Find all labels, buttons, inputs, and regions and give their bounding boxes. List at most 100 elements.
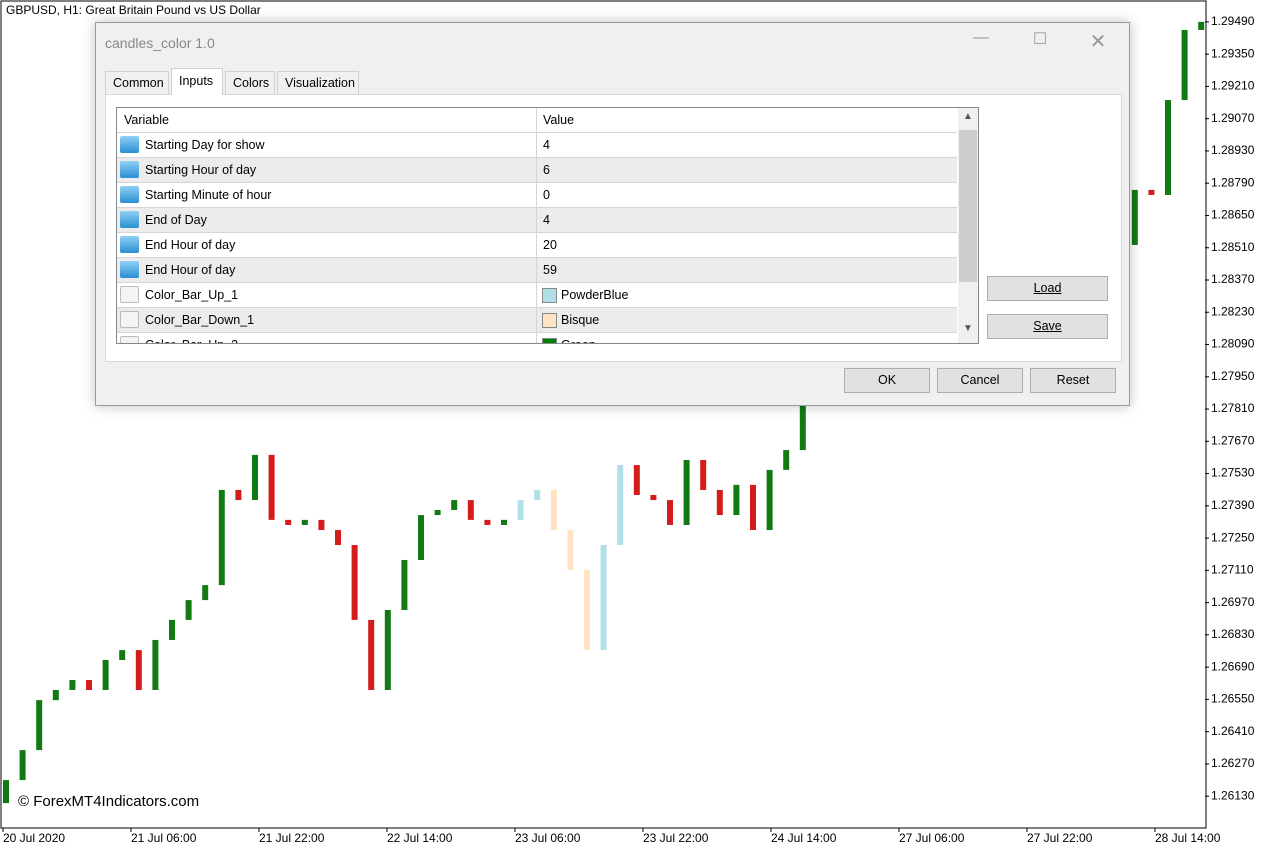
table-row[interactable]: End Hour of day 20: [117, 233, 957, 258]
candle: [733, 484, 740, 516]
value-cell: 59: [543, 263, 557, 277]
table-row[interactable]: Starting Day for show 4: [117, 133, 957, 158]
table-row[interactable]: Starting Minute of hour 0: [117, 183, 957, 208]
candle: [1148, 189, 1155, 195]
side-button[interactable]: Load: [987, 276, 1108, 301]
candle: [584, 569, 590, 651]
candle: [667, 500, 673, 525]
footer-button[interactable]: OK: [844, 368, 930, 393]
variable-cell: Starting Hour of day: [145, 163, 257, 177]
y-tick-label: 1.29490: [1211, 14, 1255, 28]
table-row[interactable]: Starting Hour of day 6: [117, 158, 957, 183]
value-cell: 4: [543, 138, 550, 152]
variable-cell: Color_Bar_Up_2: [145, 333, 238, 343]
minimize-button[interactable]: —: [973, 29, 989, 46]
candle: [3, 780, 9, 804]
y-tick-label: 1.26130: [1211, 788, 1255, 802]
candle: [52, 689, 59, 701]
candle: [102, 660, 109, 690]
candle: [69, 680, 76, 690]
table-row[interactable]: Color_Bar_Down_1 Bisque: [117, 308, 957, 333]
y-tick-label: 1.28510: [1211, 240, 1255, 254]
row-icon: [120, 186, 139, 203]
y-tick-label: 1.26830: [1211, 627, 1255, 641]
scroll-thumb[interactable]: [959, 130, 977, 282]
y-tick-label: 1.27250: [1211, 530, 1255, 544]
row-icon: [120, 136, 139, 153]
variable-cell: End Hour of day: [145, 263, 236, 277]
y-tick-label: 1.28370: [1211, 272, 1255, 286]
color-swatch: [542, 313, 557, 328]
inputs-table: Variable Value Starting Day for show 4 Sta…: [116, 107, 979, 344]
candle: [384, 609, 391, 690]
y-tick-label: 1.29350: [1211, 46, 1255, 60]
close-button[interactable]: ✕: [1089, 31, 1107, 53]
dialog-title: candles_color 1.0: [105, 35, 215, 51]
candle: [252, 454, 258, 501]
candle: [501, 519, 507, 525]
value-cell: Green: [561, 333, 596, 343]
footer-button[interactable]: Reset: [1030, 368, 1116, 393]
candle: [750, 484, 756, 531]
candle: [301, 519, 308, 525]
candle: [86, 680, 92, 690]
x-tick-label: 27 Jul 06:00: [899, 831, 965, 845]
footer-button[interactable]: Cancel: [937, 368, 1023, 393]
candle: [766, 469, 773, 531]
y-tick-label: 1.27810: [1211, 401, 1255, 415]
candle: [1198, 21, 1205, 30]
x-tick-label: 23 Jul 22:00: [643, 831, 709, 845]
x-tick-label: 21 Jul 06:00: [131, 831, 197, 845]
tab[interactable]: Visualization: [277, 71, 359, 94]
table-row[interactable]: End Hour of day 59: [117, 258, 957, 283]
candle: [351, 545, 358, 620]
candle: [451, 500, 458, 510]
table-row[interactable]: End of Day 4: [117, 208, 957, 233]
y-tick-label: 1.27110: [1211, 563, 1254, 577]
row-icon: [120, 261, 139, 278]
y-tick-label: 1.26270: [1211, 756, 1255, 770]
x-tick-label: 24 Jul 14:00: [771, 831, 837, 845]
table-header: Variable Value: [117, 108, 957, 133]
chart-title: GBPUSD, H1: Great Britain Pound vs US Do…: [6, 3, 261, 17]
y-tick-label: 1.27390: [1211, 498, 1255, 512]
candle: [285, 519, 292, 525]
candle: [235, 489, 242, 501]
side-button[interactable]: Save: [987, 314, 1108, 339]
color-swatch: [542, 288, 557, 303]
row-icon: [120, 286, 139, 303]
candle: [783, 450, 790, 470]
variable-cell: Starting Minute of hour: [145, 188, 272, 202]
candle: [185, 600, 192, 620]
candle: [633, 465, 640, 496]
candle: [401, 559, 408, 610]
y-tick-label: 1.29210: [1211, 79, 1255, 93]
tab[interactable]: Colors: [225, 71, 275, 94]
x-tick-label: 27 Jul 22:00: [1027, 831, 1093, 845]
value-cell: PowderBlue: [561, 288, 629, 302]
y-tick-label: 1.26970: [1211, 595, 1255, 609]
y-tick-label: 1.28650: [1211, 208, 1255, 222]
header-cell: Value: [543, 113, 575, 127]
candle: [318, 519, 325, 531]
table-row[interactable]: Color_Bar_Up_1 PowderBlue: [117, 283, 957, 308]
y-tick-label: 1.26690: [1211, 659, 1255, 673]
candle: [218, 489, 225, 586]
value-cell: 4: [543, 213, 550, 227]
y-tick-label: 1.27950: [1211, 369, 1255, 383]
color-swatch: [542, 338, 557, 343]
scrollbar[interactable]: ▲ ▼: [958, 108, 978, 343]
tab[interactable]: Common: [105, 71, 169, 94]
maximize-button[interactable]: ☐: [1032, 31, 1048, 48]
header-cell: Variable: [124, 113, 169, 127]
value-cell: 6: [543, 163, 550, 177]
table-row[interactable]: Color_Bar_Up_2 Green: [117, 333, 957, 343]
y-tick-label: 1.28090: [1211, 337, 1255, 351]
candle: [135, 650, 142, 690]
candle: [517, 500, 524, 520]
y-tick-label: 1.28230: [1211, 304, 1255, 318]
candle: [418, 515, 424, 560]
candle: [617, 465, 624, 546]
tab[interactable]: Inputs: [171, 68, 223, 95]
